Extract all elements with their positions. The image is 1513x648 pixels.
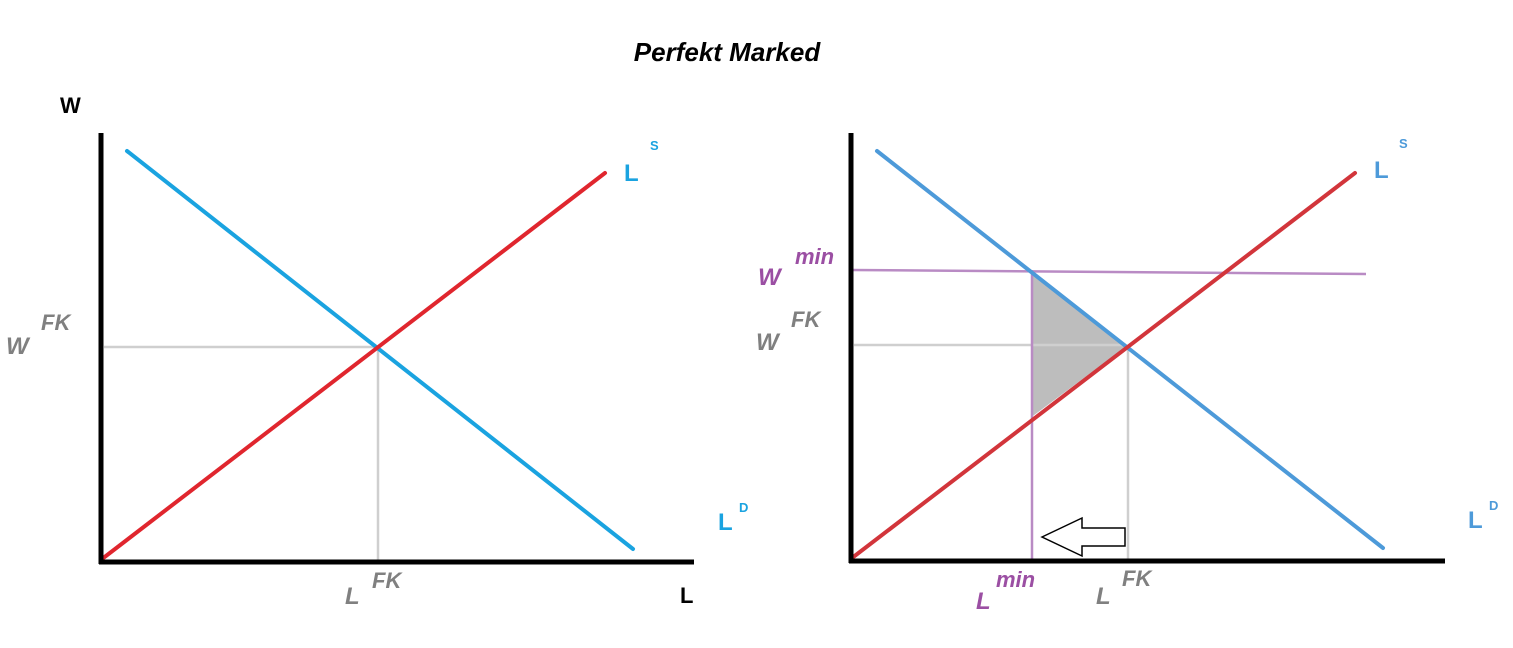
- right-eq-wage-label-sup: FK: [791, 307, 822, 332]
- right-demand-label: L: [1468, 507, 1483, 534]
- left-demand-curve: [125, 149, 635, 551]
- right-supply-label: L: [1374, 157, 1389, 184]
- min-wage-label: W: [758, 264, 783, 291]
- diagram-title: Perfekt Marked: [634, 37, 822, 67]
- right-demand-curve: [875, 149, 1385, 550]
- left-panel: W L L S L D W FK L FK: [6, 93, 748, 610]
- right-eq-qty-label: L: [1096, 583, 1111, 610]
- right-panel: L S L D W min W FK L min L FK: [756, 133, 1498, 615]
- left-eq-wage-label: W: [6, 333, 31, 360]
- right-demand-label-sup: D: [1489, 498, 1498, 513]
- left-eq-qty-label: L: [345, 583, 360, 610]
- left-y-axis-label: W: [60, 93, 81, 118]
- left-demand-label: L: [718, 509, 733, 536]
- left-demand-label-sup: D: [739, 500, 748, 515]
- right-supply-curve: [850, 171, 1357, 560]
- min-qty-label-sup: min: [996, 567, 1035, 592]
- min-wage-label-sup: min: [795, 244, 834, 269]
- right-eq-qty-label-sup: FK: [1122, 566, 1153, 591]
- left-eq-qty-label-sup: FK: [372, 568, 403, 593]
- min-qty-label: L: [976, 588, 991, 615]
- leftward-arrow-icon: [1040, 516, 1126, 558]
- min-wage-line: [850, 268, 1367, 276]
- left-eq-wage-label-sup: FK: [41, 310, 72, 335]
- left-supply-curve: [100, 171, 607, 561]
- right-eq-wage-label: W: [756, 329, 781, 356]
- left-x-axis-label: L: [680, 583, 693, 608]
- right-supply-label-sup: S: [1399, 136, 1408, 151]
- left-supply-label-sup: S: [650, 138, 659, 153]
- deadweight-loss-area: [1031, 269, 1127, 417]
- left-supply-label: L: [624, 160, 639, 187]
